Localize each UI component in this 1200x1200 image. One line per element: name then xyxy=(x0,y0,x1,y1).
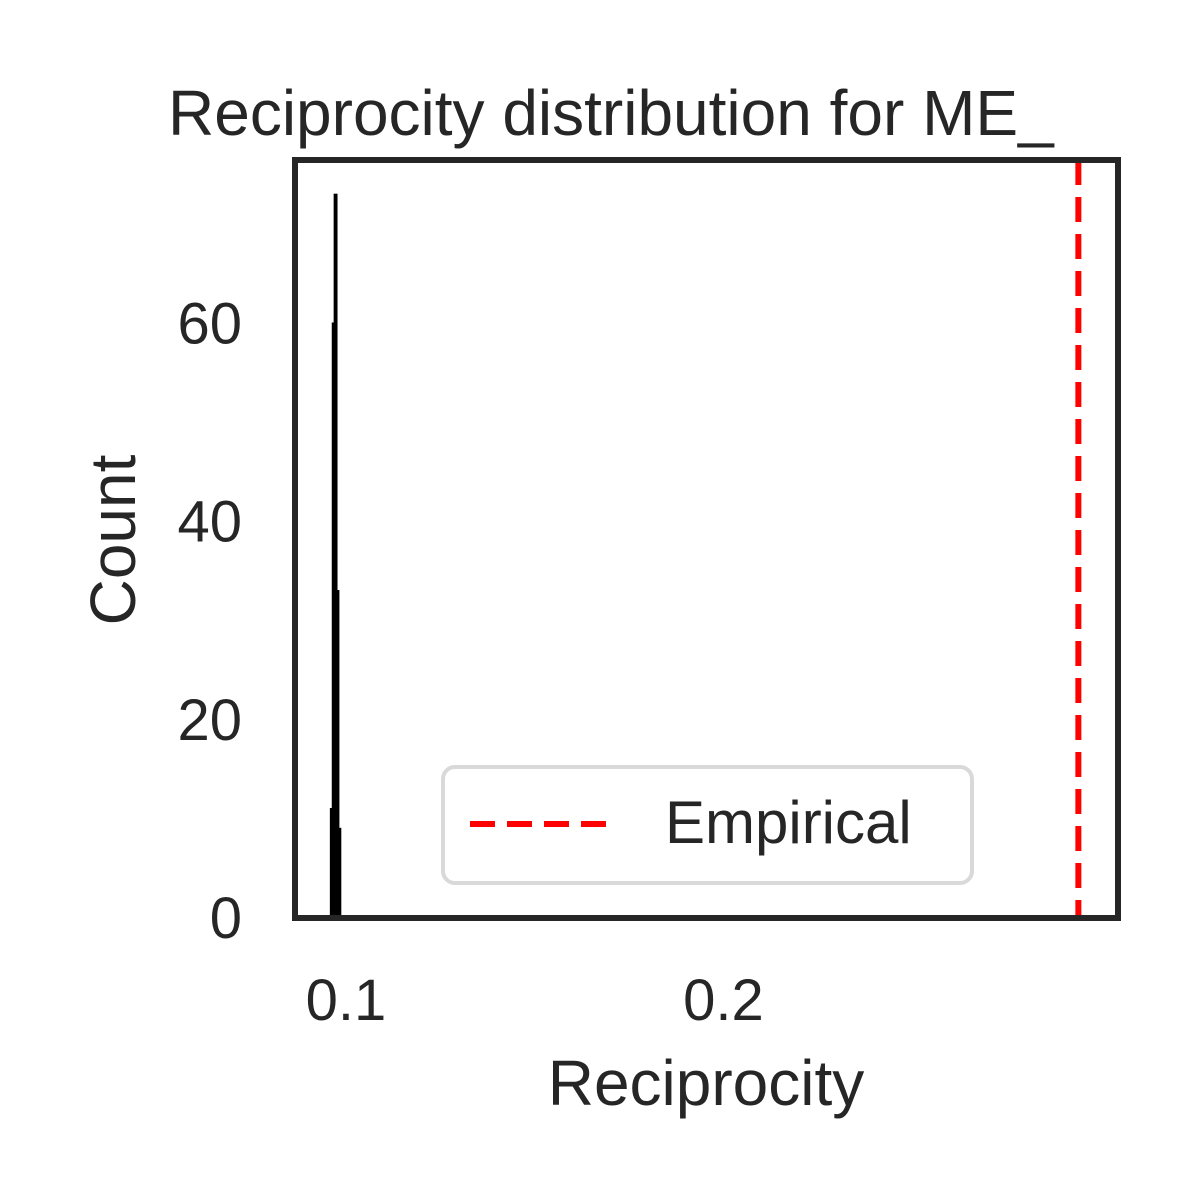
chart-title: Reciprocity distribution for ME_ xyxy=(168,77,1055,149)
x-tick-label: 0.2 xyxy=(683,968,764,1033)
plot-area xyxy=(292,157,1121,921)
histogram-bars xyxy=(329,193,342,920)
y-axis-title: Count xyxy=(77,454,149,625)
legend: Empirical xyxy=(441,765,974,885)
y-tick-label: 40 xyxy=(177,490,242,555)
y-axis-ticks: 0 20 40 60 xyxy=(177,291,242,951)
legend-label-empirical: Empirical xyxy=(665,789,912,856)
y-tick-label: 0 xyxy=(210,886,242,951)
y-tick-label: 60 xyxy=(177,291,242,356)
histogram-bar-4 xyxy=(337,827,342,920)
y-tick-label: 20 xyxy=(177,688,242,753)
plot-frame xyxy=(292,157,1121,921)
x-tick-label: 0.1 xyxy=(306,968,387,1033)
x-axis-title: Reciprocity xyxy=(548,1047,865,1119)
x-axis-ticks: 0.1 0.2 xyxy=(306,968,764,1033)
legend-box xyxy=(441,765,974,885)
